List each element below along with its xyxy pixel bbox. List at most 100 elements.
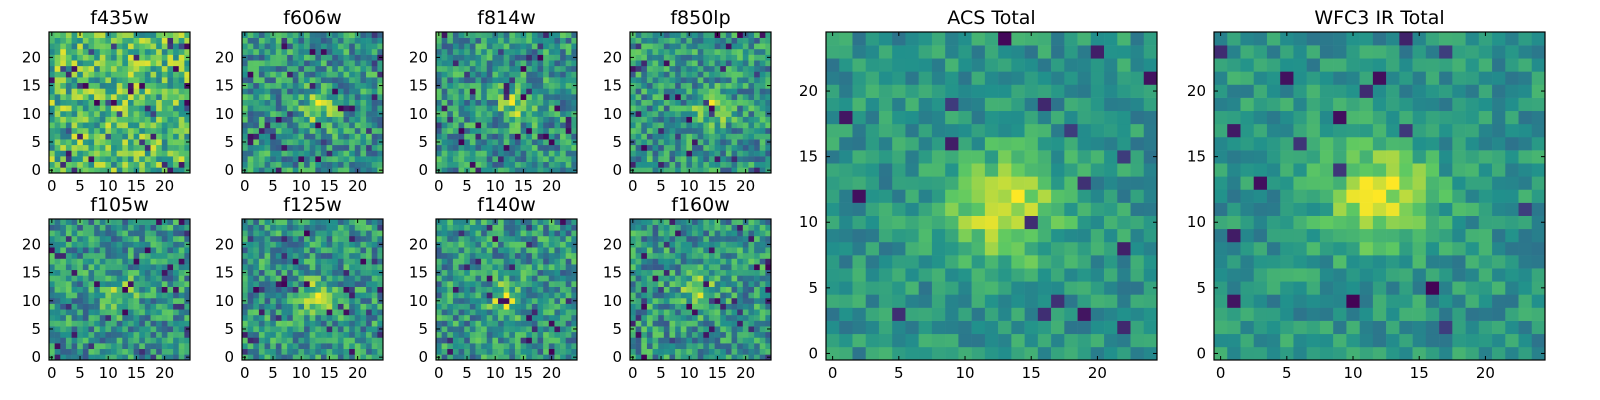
heatmap-cell <box>54 71 61 78</box>
heatmap-cell <box>315 127 322 134</box>
heatmap-cell <box>173 122 180 129</box>
heatmap-cell <box>298 139 305 146</box>
heatmap-cell <box>94 354 101 361</box>
heatmap-cell <box>436 281 442 287</box>
heatmap-cell <box>531 252 538 259</box>
heatmap-cell <box>537 235 544 242</box>
heatmap-cell <box>349 156 356 163</box>
x-tick-label: 10 <box>292 177 311 195</box>
heatmap-cell <box>99 343 106 350</box>
heatmap-cell <box>765 161 772 168</box>
heatmap-cell <box>514 54 521 61</box>
heatmap-cell <box>298 94 305 100</box>
heatmap-cell <box>315 314 322 321</box>
heatmap-cell <box>105 269 112 276</box>
heatmap-cell <box>748 354 755 361</box>
heatmap-cell <box>714 286 721 293</box>
heatmap-cell <box>264 252 271 259</box>
heatmap-cell <box>652 297 659 304</box>
heatmap-cell <box>178 43 185 50</box>
heatmap-cell <box>304 156 310 163</box>
heatmap-cell <box>492 122 499 129</box>
heatmap-cell <box>509 348 516 355</box>
heatmap-cell <box>133 258 140 265</box>
heatmap-cell <box>725 122 732 129</box>
heatmap-cell <box>543 60 550 67</box>
heatmap-cell <box>748 309 755 316</box>
heatmap-cell <box>498 116 504 123</box>
heatmap-cell <box>754 60 761 67</box>
heatmap-cell <box>526 116 533 123</box>
heatmap-cell <box>332 167 339 174</box>
heatmap-cell <box>543 337 550 344</box>
y-tick-label: 10 <box>409 105 428 123</box>
heatmap-cell <box>139 88 146 95</box>
heatmap-cell <box>298 275 305 282</box>
heatmap-cell <box>377 331 384 338</box>
heatmap-cell <box>725 326 732 333</box>
heatmap-cell <box>309 122 316 129</box>
heatmap-cell <box>748 303 755 310</box>
heatmap-cell <box>742 48 749 55</box>
heatmap-cell <box>275 241 282 248</box>
heatmap-cell <box>720 94 727 100</box>
heatmap-cell <box>514 156 521 163</box>
heatmap-cell <box>537 297 544 304</box>
heatmap-cell <box>178 150 185 157</box>
y-tick-label: 0 <box>224 348 234 366</box>
heatmap-cell <box>475 337 482 344</box>
heatmap-cell <box>116 326 123 333</box>
heatmap-cell <box>49 337 55 344</box>
heatmap-cell <box>116 94 123 100</box>
heatmap-cell <box>258 252 265 259</box>
heatmap-cell <box>366 88 373 95</box>
heatmap-cell <box>565 269 572 276</box>
heatmap-cell <box>88 32 95 38</box>
heatmap-cell <box>77 116 84 123</box>
heatmap-cell <box>150 94 157 100</box>
heatmap-cell <box>127 133 134 140</box>
heatmap-cell <box>658 337 665 344</box>
heatmap-cell <box>703 127 710 134</box>
heatmap-cell <box>167 110 174 117</box>
heatmap-cell <box>754 331 761 338</box>
heatmap-cell <box>247 337 254 344</box>
heatmap-cell <box>543 247 550 254</box>
heatmap-cell <box>82 337 89 344</box>
heatmap-cell <box>565 258 572 265</box>
heatmap-cell <box>264 247 271 254</box>
heatmap-cell <box>531 156 538 163</box>
heatmap-cell <box>320 252 327 259</box>
heatmap-cell <box>139 247 146 254</box>
heatmap-cell <box>759 320 766 327</box>
heatmap-cell <box>360 286 367 293</box>
heatmap-cell <box>514 219 521 225</box>
heatmap-cell <box>697 54 704 61</box>
heatmap-cell <box>111 247 117 254</box>
heatmap-cell <box>105 161 112 168</box>
heatmap-cell <box>309 37 316 44</box>
heatmap-cell <box>144 161 151 168</box>
heatmap-cell <box>242 161 248 168</box>
heatmap-cell <box>354 235 361 242</box>
heatmap-cell <box>754 303 761 310</box>
heatmap-cell <box>560 127 567 134</box>
heatmap-cell <box>703 337 710 344</box>
heatmap-cell <box>759 161 766 168</box>
heatmap-cell <box>258 167 265 174</box>
heatmap-cell <box>742 94 749 100</box>
heatmap-cell <box>565 241 572 248</box>
heatmap-cell <box>139 122 146 129</box>
heatmap-cell <box>150 133 157 140</box>
heatmap-cell <box>281 286 288 293</box>
heatmap-cell <box>481 105 488 112</box>
heatmap-cell <box>692 110 698 117</box>
heatmap-cell <box>161 139 168 146</box>
heatmap-cell <box>304 292 310 299</box>
heatmap-cell <box>178 230 185 237</box>
heatmap-cell <box>686 122 693 129</box>
heatmap-cell <box>111 88 117 95</box>
heatmap-cell <box>150 156 157 163</box>
heatmap-cell <box>754 337 761 344</box>
heatmap-cell <box>703 71 710 78</box>
